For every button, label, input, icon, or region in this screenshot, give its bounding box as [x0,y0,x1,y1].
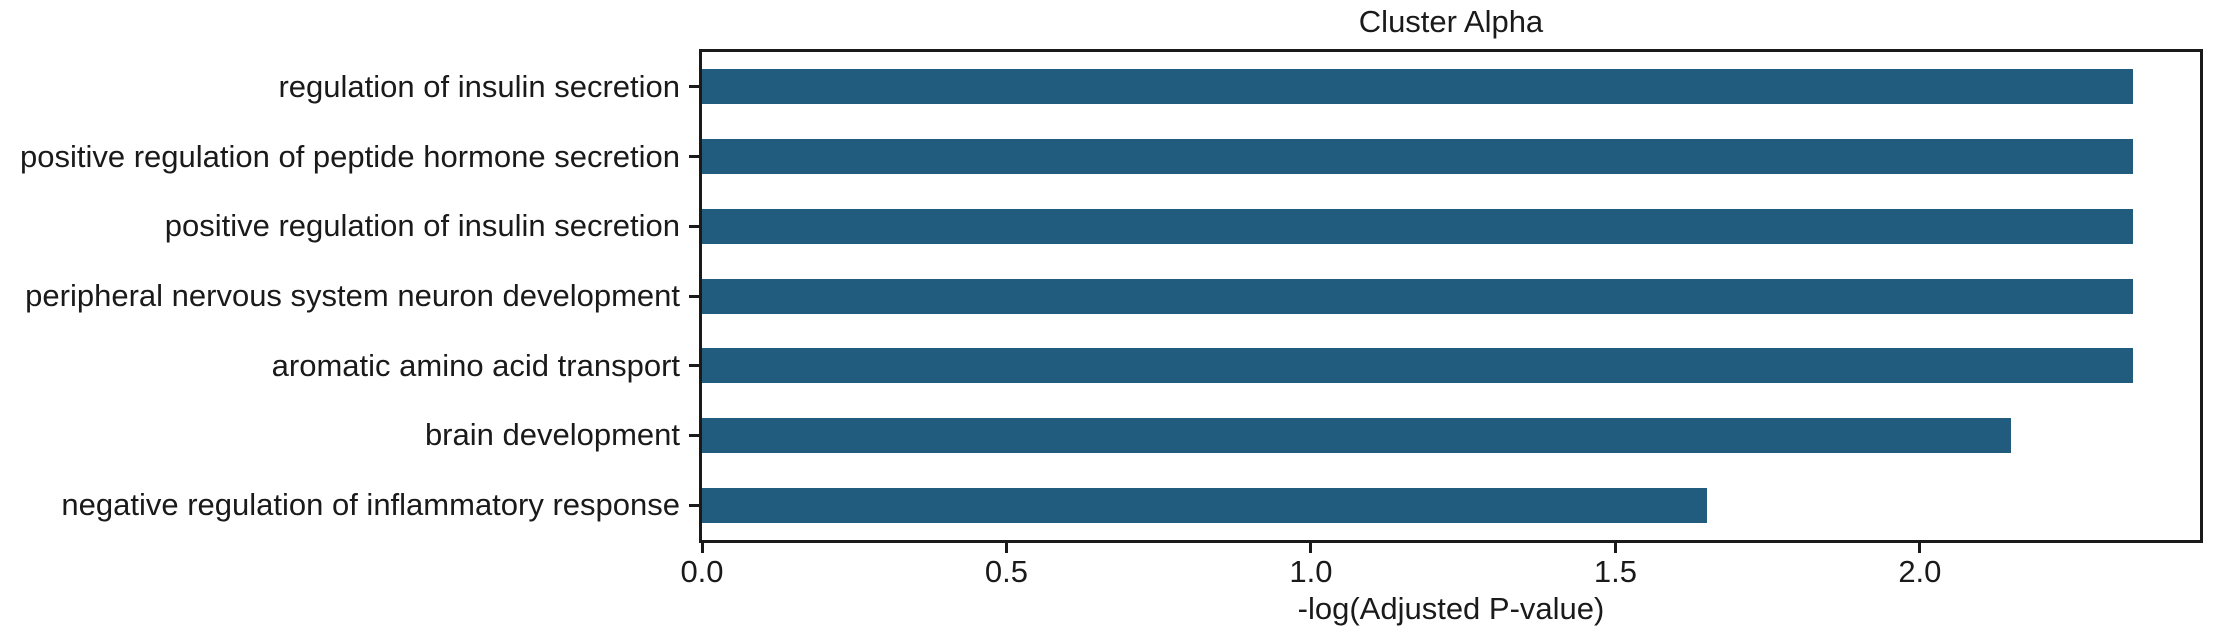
x-tick-label: 1.5 [1593,554,1637,589]
bar [702,139,2134,175]
bar [702,417,2012,453]
y-tick-label: positive regulation of insulin secretion [164,208,680,244]
y-tick-mark [689,364,702,368]
y-tick-mark [689,503,702,507]
y-tick-mark [689,155,702,159]
right-spine [2200,49,2203,543]
y-tick-label: peripheral nervous system neuron develop… [25,278,680,313]
y-tick-mark [689,433,702,437]
x-tick-mark [1918,543,1922,553]
x-tick-label: 0.0 [680,554,724,589]
y-tick-label: positive regulation of peptide hormone s… [19,138,680,174]
x-tick-mark [1613,543,1617,553]
bar [702,69,2134,105]
bar [702,348,2134,384]
x-axis-label: -log(Adjusted P-value) [1297,591,1605,626]
x-tick-label: 0.5 [984,554,1029,589]
y-tick-label: negative regulation of inflammatory resp… [61,487,680,523]
x-tick-mark [1004,543,1008,553]
top-spine [699,49,2203,52]
y-tick-mark [689,294,702,298]
x-tick-label: 2.0 [1898,554,1942,589]
x-tick-label: 1.0 [1289,554,1333,589]
y-tick-mark [689,85,702,89]
chart-title: Cluster Alpha [1358,4,1544,39]
y-tick-label: aromatic amino acid transport [271,347,680,383]
bar [702,487,1707,523]
bottom-spine [699,540,2203,543]
y-tick-label: regulation of insulin secretion [278,68,680,104]
x-tick-mark [1309,543,1313,553]
bar [702,208,2134,244]
x-tick-mark [700,543,704,553]
bar [702,278,2134,314]
y-tick-mark [689,224,702,228]
y-tick-label: brain development [424,417,680,453]
